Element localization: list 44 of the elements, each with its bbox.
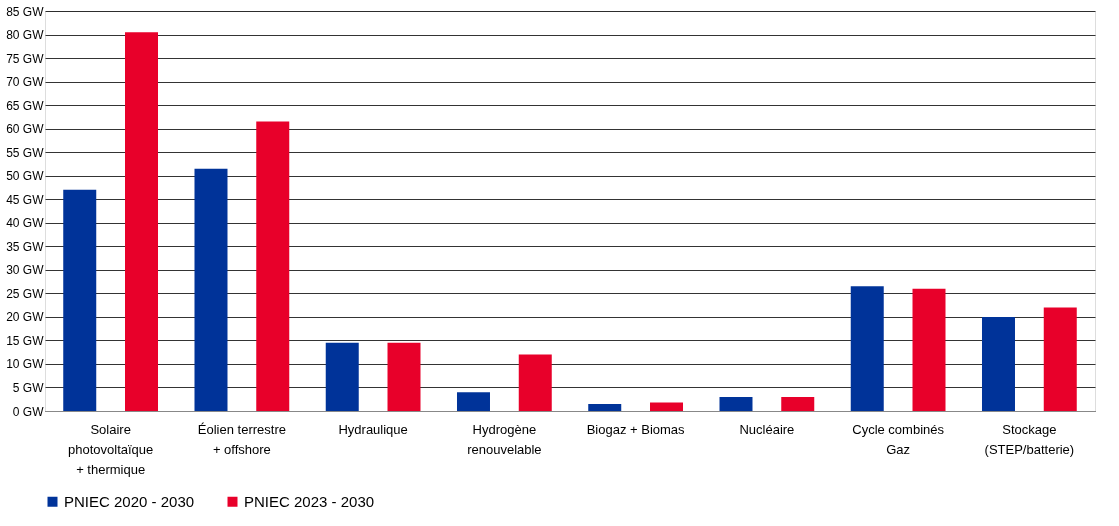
x-tick-label: Hydraulique [338,421,408,437]
bar [1043,307,1077,411]
bar [63,189,97,411]
y-tick-label: 60 GW [6,122,45,137]
bar [781,396,815,411]
legend-label: PNIEC 2023 - 2030 [244,492,375,510]
y-tick-label: 45 GW [6,192,45,207]
bar [650,402,684,411]
y-tick-label: 20 GW [6,310,45,325]
bar [387,342,421,411]
y-tick-label: 65 GW [6,98,45,113]
y-tick-label: 15 GW [6,333,45,348]
legend-label: PNIEC 2020 - 2030 [64,492,195,510]
y-tick-label: 0 GW [12,404,45,419]
y-tick-label: 85 GW [6,4,45,19]
bar [456,392,490,411]
x-tick-label: Nucléaire [739,421,795,437]
x-tick-label: Solaire photovoltaïque + thermique [67,421,154,477]
bar [912,288,946,411]
y-tick-label: 10 GW [6,357,45,372]
y-tick-label: 40 GW [6,216,45,231]
x-tick-label: Cycle combinés Gaz [852,421,945,457]
x-tick-label: Stockage (STEP/batterie) [984,421,1075,457]
y-tick-label: 50 GW [6,169,45,184]
bar [125,32,159,411]
y-tick-label: 5 GW [12,380,45,395]
y-tick-label: 80 GW [6,28,45,43]
y-tick-label: 35 GW [6,239,45,254]
x-tick-label: Biogaz + Biomas [586,421,686,437]
y-tick-label: 70 GW [6,75,45,90]
x-tick-label: Hydrogène renouvelable [467,421,542,457]
bar [256,121,290,411]
bar [325,342,359,411]
y-tick-label: 55 GW [6,145,45,160]
y-tick-label: 75 GW [6,51,45,66]
y-tick-label: 30 GW [6,263,45,278]
bar [194,168,228,411]
x-tick-label: Éolien terrestre + offshore [197,421,286,457]
bar [518,354,552,411]
bar [981,316,1015,411]
y-tick-label: 25 GW [6,286,45,301]
bar [850,286,884,411]
bar [588,403,622,411]
bar [719,396,753,411]
